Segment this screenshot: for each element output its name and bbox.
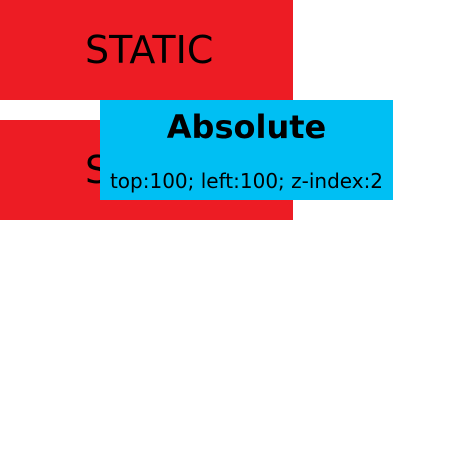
- absolute-box-title: Absolute: [166, 108, 327, 146]
- static-box-1: STATIC: [0, 0, 293, 100]
- absolute-box-caption: top:100; left:100; z-index:2: [109, 169, 384, 193]
- absolute-box: Absolute top:100; left:100; z-index:2: [100, 100, 393, 200]
